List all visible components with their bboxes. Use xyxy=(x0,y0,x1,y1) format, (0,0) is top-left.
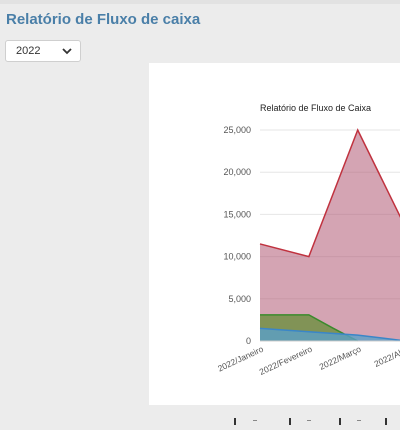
year-select[interactable]: 2022 xyxy=(5,40,81,62)
y-tick-label: 10,000 xyxy=(223,252,251,262)
next-chart-fragment xyxy=(149,408,400,425)
x-tick-label: 2022/Abril xyxy=(372,344,400,369)
chevron-down-icon xyxy=(62,48,72,55)
y-tick-label: 20,000 xyxy=(223,167,251,177)
y-tick-label: 15,000 xyxy=(223,209,251,219)
cash-flow-chart: Relatório de Fluxo de Caixa 0 5,000 10,000 1… xyxy=(149,63,400,405)
page-title: Relatório de Fluxo de caixa xyxy=(6,11,201,28)
series-line xyxy=(259,128,400,258)
series-area xyxy=(260,130,400,341)
top-strip xyxy=(0,0,400,4)
y-tick-label: 0 xyxy=(246,336,251,346)
chart-title: Relatório de Fluxo de Caixa xyxy=(260,103,371,113)
year-select-value: 2022 xyxy=(16,45,41,57)
x-tick-label: 2022/Fevereiro xyxy=(258,344,314,377)
chart-canvas: Relatório de Fluxo de Caixa 0 5,000 10,000 1… xyxy=(216,103,400,377)
y-tick-label: 5,000 xyxy=(228,294,251,304)
x-tick-label: 2022/Março xyxy=(318,344,363,372)
series-line xyxy=(259,327,400,341)
y-tick-label: 25,000 xyxy=(223,125,251,135)
